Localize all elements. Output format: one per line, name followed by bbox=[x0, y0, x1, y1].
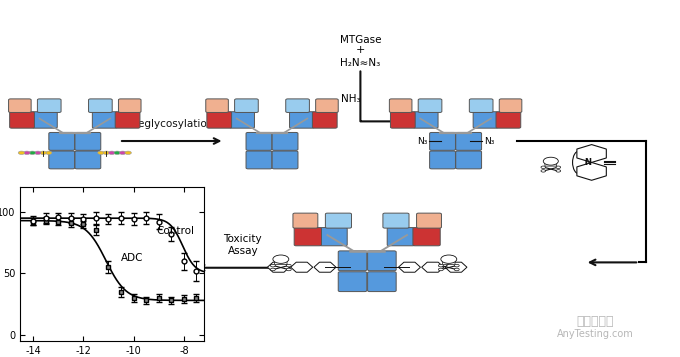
Text: Toxicity
Assay: Toxicity Assay bbox=[224, 234, 262, 256]
Text: H₂N≈N₃: H₂N≈N₃ bbox=[340, 58, 381, 68]
Text: N₃: N₃ bbox=[484, 137, 494, 146]
Text: Deglycosylation: Deglycosylation bbox=[130, 119, 213, 129]
Text: NH₃: NH₃ bbox=[341, 94, 360, 104]
Text: ADC: ADC bbox=[121, 253, 143, 263]
Text: AnyTesting.com: AnyTesting.com bbox=[557, 329, 633, 339]
Text: MTGase: MTGase bbox=[339, 35, 381, 45]
Text: Control: Control bbox=[156, 226, 194, 236]
Text: N: N bbox=[585, 158, 592, 167]
Text: N₃: N₃ bbox=[417, 137, 427, 146]
Text: 嘉峪检测网: 嘉峪检测网 bbox=[576, 315, 614, 328]
Text: +: + bbox=[356, 45, 365, 55]
